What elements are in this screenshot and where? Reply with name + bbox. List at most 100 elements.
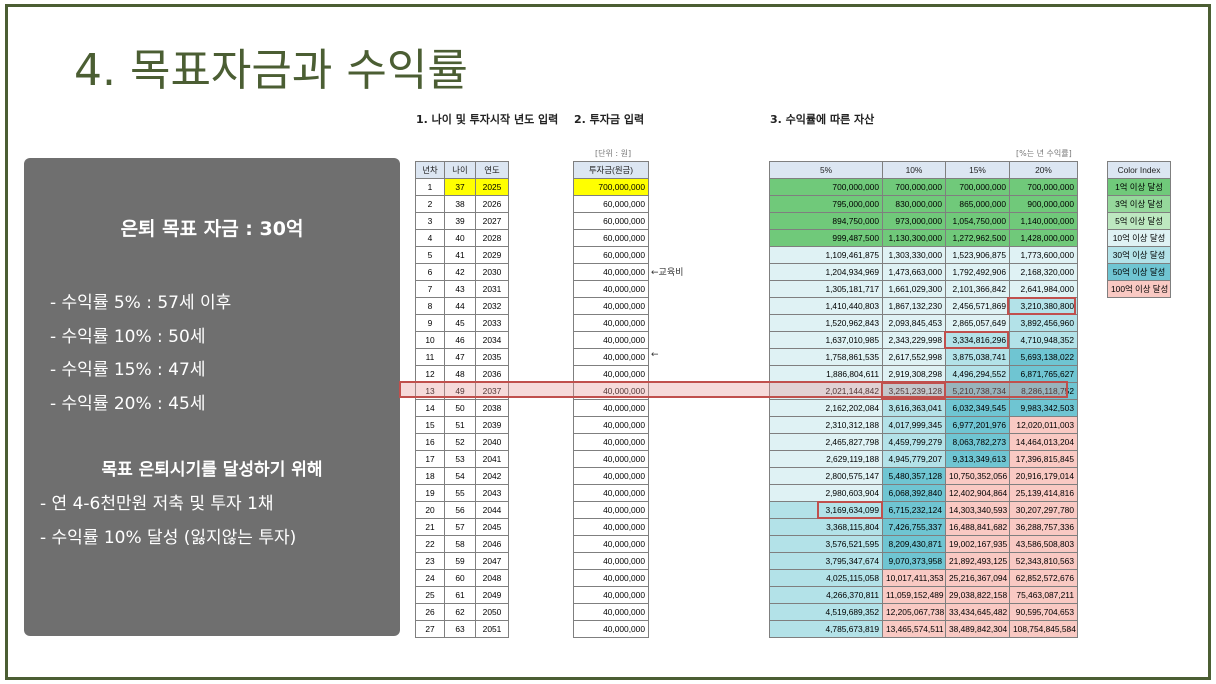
asset-cell: 11,059,152,489 xyxy=(882,586,946,604)
investment-cell: 40,000,000 xyxy=(573,569,649,587)
asset-cell: 700,000,000 xyxy=(945,178,1010,196)
asset-cell: 1,473,663,000 xyxy=(882,263,946,281)
table-row: 40,000,000 xyxy=(573,365,649,383)
table-cell: 9 xyxy=(415,314,445,332)
rate-line: - 수익률 5% : 57세 이후 xyxy=(50,293,232,313)
asset-cell: 2,800,575,147 xyxy=(769,467,883,485)
table-row: 3,368,115,804 7,426,755,337 16,488,841,682… xyxy=(769,518,1078,536)
table-row: 2 38 2026 xyxy=(415,195,509,213)
section-label-investment: 2. 투자금 입력 xyxy=(574,113,645,126)
table-cell: 56 xyxy=(444,501,476,519)
asset-cell: 1,520,962,843 xyxy=(769,314,883,332)
table-row: 700,000,000 xyxy=(573,178,649,196)
table-cell: 2030 xyxy=(475,263,509,281)
investment-cell: 60,000,000 xyxy=(573,195,649,213)
legend-row: 50억 이상 달성 xyxy=(1107,263,1171,281)
col-header-rate-20: 20% xyxy=(1009,161,1078,179)
table-cell: 24 xyxy=(415,569,445,587)
table-row: 10 46 2034 xyxy=(415,331,509,349)
investment-cell: 40,000,000 xyxy=(573,263,649,281)
asset-cell: 2,980,603,904 xyxy=(769,484,883,502)
table-row: 18 54 2042 xyxy=(415,467,509,485)
asset-cell: 75,463,087,211 xyxy=(1009,586,1078,604)
table-cell: 2041 xyxy=(475,450,509,468)
rate-line: - 수익률 20% : 45세 xyxy=(50,394,206,414)
asset-cell: 3,334,816,296 xyxy=(945,331,1010,349)
asset-cell: 21,892,493,125 xyxy=(945,552,1010,570)
table-cell: 22 xyxy=(415,535,445,553)
asset-cell: 29,038,822,158 xyxy=(945,586,1010,604)
table-row: 40,000,000 xyxy=(573,467,649,485)
arrow-memo: ← xyxy=(651,350,659,360)
table-cell: 2049 xyxy=(475,586,509,604)
investment-cell: 40,000,000 xyxy=(573,467,649,485)
table-cell: 2051 xyxy=(475,620,509,638)
asset-cell: 9,313,349,613 xyxy=(945,450,1010,468)
table-row: 14 50 2038 xyxy=(415,399,509,417)
asset-cell: 3,368,115,804 xyxy=(769,518,883,536)
col-header-rate-15: 15% xyxy=(945,161,1010,179)
table-row: 11 47 2035 xyxy=(415,348,509,366)
table-cell: 4 xyxy=(415,229,445,247)
asset-cell: 6,871,765,627 xyxy=(1009,365,1078,383)
table-cell: 2036 xyxy=(475,365,509,383)
table-row: 4,266,370,811 11,059,152,489 29,038,822,15… xyxy=(769,586,1078,604)
investment-cell: 40,000,000 xyxy=(573,484,649,502)
investment-cell: 40,000,000 xyxy=(573,552,649,570)
table-cell: 63 xyxy=(444,620,476,638)
table-cell: 2048 xyxy=(475,569,509,587)
asset-cell: 5,693,138,022 xyxy=(1009,348,1078,366)
asset-cell: 3,616,363,041 xyxy=(882,399,946,417)
table-cell: 54 xyxy=(444,467,476,485)
table-cell: 38 xyxy=(444,195,476,213)
legend-row: 10억 이상 달성 xyxy=(1107,229,1171,247)
table-cell: 12 xyxy=(415,365,445,383)
asset-cell: 700,000,000 xyxy=(1009,178,1078,196)
table-row: 4,785,673,819 13,465,574,511 38,489,842,30… xyxy=(769,620,1078,638)
age-year-table: 년차 나이 연도 1 37 2025 2 38 2026 3 39 2027 4 40 2028 5 41… xyxy=(415,161,509,638)
table-cell: 18 xyxy=(415,467,445,485)
table-row: 1,305,181,717 1,661,029,300 2,101,366,842 2… xyxy=(769,280,1078,298)
asset-cell: 13,465,574,511 xyxy=(882,620,946,638)
asset-cell: 1,758,861,535 xyxy=(769,348,883,366)
asset-cell: 900,000,000 xyxy=(1009,195,1078,213)
table-row: 12 48 2036 xyxy=(415,365,509,383)
asset-cell: 62,852,572,676 xyxy=(1009,569,1078,587)
table-row: 2,980,603,904 6,068,392,840 12,402,904,864… xyxy=(769,484,1078,502)
table-cell: 50 xyxy=(444,399,476,417)
table-row: 40,000,000 xyxy=(573,586,649,604)
table-cell: 59 xyxy=(444,552,476,570)
asset-cell: 38,489,842,304 xyxy=(945,620,1010,638)
asset-cell: 43,586,508,803 xyxy=(1009,535,1078,553)
table-cell: 2044 xyxy=(475,501,509,519)
table-row: 6 42 2030 xyxy=(415,263,509,281)
asset-cell: 1,305,181,717 xyxy=(769,280,883,298)
investment-cell: 40,000,000 xyxy=(573,535,649,553)
table-row: 1,204,934,969 1,473,663,000 1,792,492,906 2… xyxy=(769,263,1078,281)
table-cell: 2029 xyxy=(475,246,509,264)
asset-cell: 4,710,948,352 xyxy=(1009,331,1078,349)
asset-cell: 4,496,294,552 xyxy=(945,365,1010,383)
table-cell: 45 xyxy=(444,314,476,332)
asset-cell: 16,488,841,682 xyxy=(945,518,1010,536)
table-row: 40,000,000 xyxy=(573,348,649,366)
table-row: 2,310,312,188 4,017,999,345 6,977,201,976 1… xyxy=(769,416,1078,434)
table-cell: 2050 xyxy=(475,603,509,621)
asset-cell: 2,641,984,000 xyxy=(1009,280,1078,298)
legend-header: Color Index xyxy=(1107,161,1171,179)
table-row: 60,000,000 xyxy=(573,229,649,247)
asset-cell: 4,017,999,345 xyxy=(882,416,946,434)
table-cell: 52 xyxy=(444,433,476,451)
table-cell: 2045 xyxy=(475,518,509,536)
table-row: 21 57 2045 xyxy=(415,518,509,536)
table-cell: 25 xyxy=(415,586,445,604)
asset-cell: 1,523,906,875 xyxy=(945,246,1010,264)
asset-cell: 1,410,440,803 xyxy=(769,297,883,315)
table-row: 1,758,861,535 2,617,552,998 3,875,038,741 5… xyxy=(769,348,1078,366)
table-cell: 16 xyxy=(415,433,445,451)
slide-title: 4. 목표자금과 수익률 xyxy=(74,45,468,96)
color-index-legend: Color Index 1억 이상 달성 3억 이상 달성 5억 이상 달성 10억 … xyxy=(1107,161,1171,298)
table-row: 25 61 2049 xyxy=(415,586,509,604)
table-cell: 58 xyxy=(444,535,476,553)
asset-cell: 1,661,029,300 xyxy=(882,280,946,298)
